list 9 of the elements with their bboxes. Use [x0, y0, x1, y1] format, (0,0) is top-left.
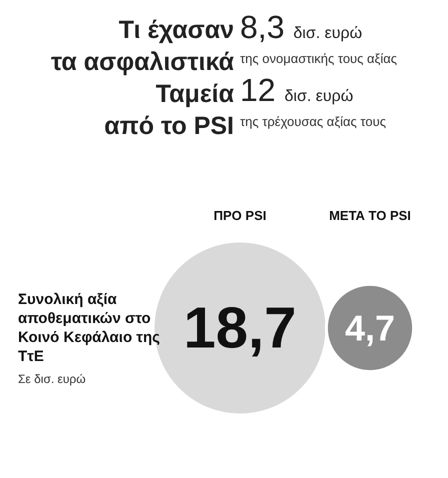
- text: Σε δισ. ευρώ: [18, 372, 87, 386]
- text: 8,3 δισ. ευρώ της ονομαστικής τους αξίας: [240, 9, 398, 67]
- data-label: 18,7: [184, 296, 296, 360]
- category-label: ΠΡΟ PSI: [214, 208, 266, 223]
- data-label: 4,7: [344, 308, 396, 348]
- text: Τι έχασαν τα ασφαλιστικά Ταμεία από το PSI: [50, 15, 234, 142]
- category-label: ΜΕΤΑ ΤΟ PSI: [329, 208, 411, 223]
- text: 12 δισ. ευρώ της τρέχουσας αξίας τους: [240, 72, 387, 130]
- text: Συνολική αξία αποθεματικών στο Κοινό Κεφάλαιο της ΤτΕ: [18, 290, 161, 366]
